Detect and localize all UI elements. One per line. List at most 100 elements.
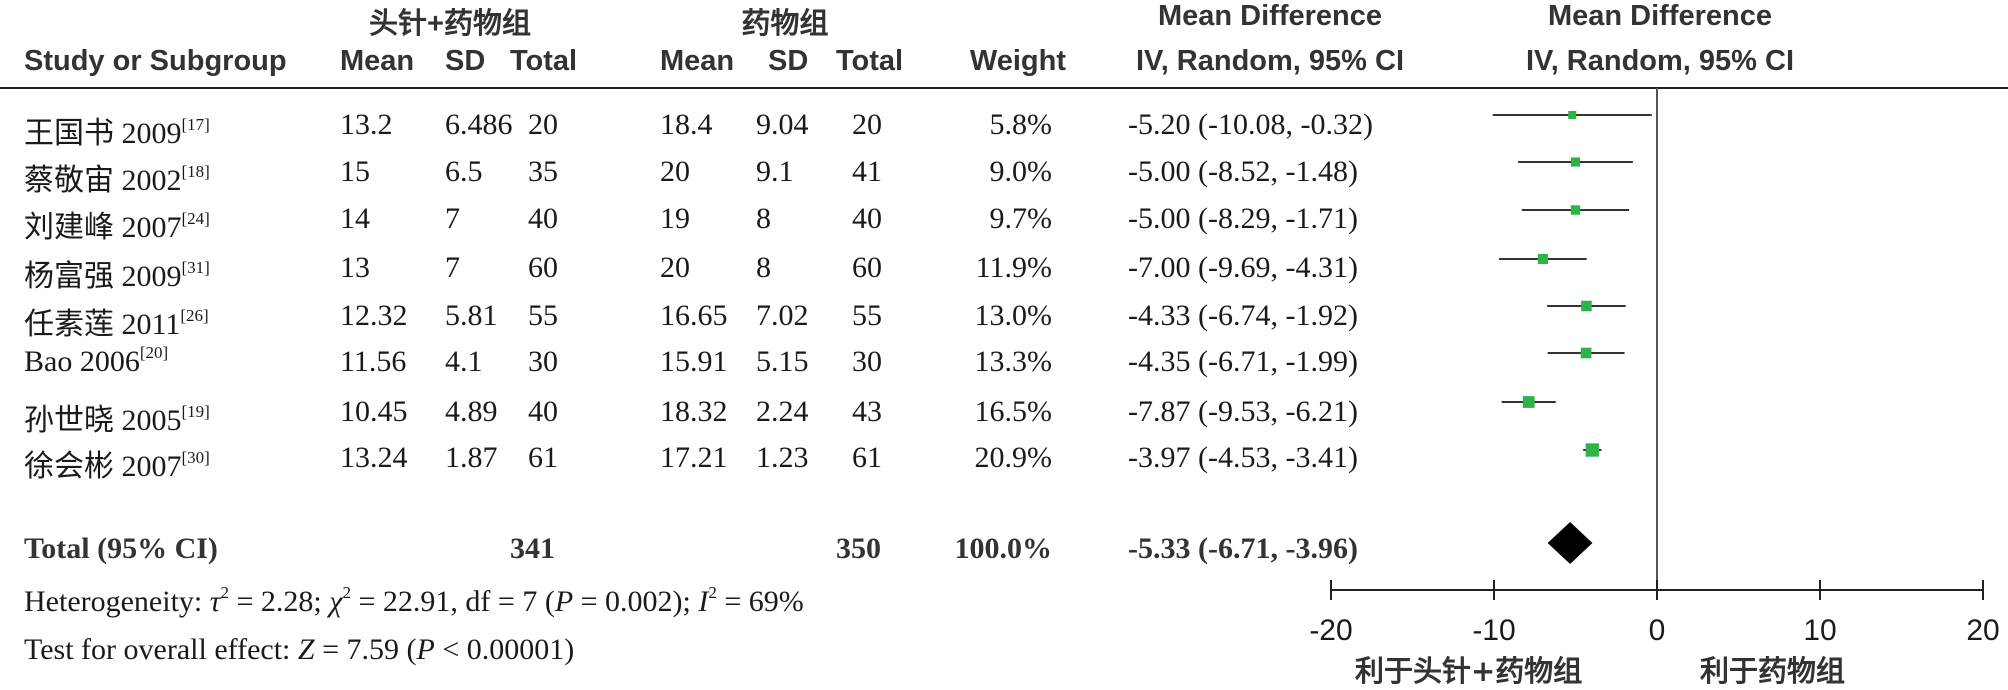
study-marker (1570, 205, 1581, 215)
treatment-sd: 7 (445, 202, 460, 235)
study-marker (1581, 300, 1592, 312)
treatment-total: 60 (528, 251, 558, 284)
study-marker (1580, 347, 1592, 359)
control-total: 40 (852, 202, 882, 235)
study-ci-text: -7.00 (-9.69, -4.31) (1128, 251, 1358, 284)
study-marker (1522, 396, 1535, 408)
study-name: 徐会彬 2007[30] (24, 448, 210, 483)
control-mean: 18.32 (660, 395, 728, 428)
reference-superscript: [26] (180, 306, 209, 325)
study-ci-text: -5.00 (-8.29, -1.71) (1128, 202, 1358, 235)
x-tick-label: -20 (1309, 614, 1352, 647)
control-mean-header: Mean (660, 45, 735, 77)
study-weight: 5.8% (989, 108, 1053, 141)
study-marker (1568, 110, 1577, 120)
reference-superscript: [20] (139, 343, 169, 362)
study-name: 王国书 2009[17] (24, 115, 210, 150)
favors-treatment-label: 利于头针+药物组 (1355, 654, 1583, 688)
study-ci-text: -4.33 (-6.74, -1.92) (1128, 299, 1358, 332)
reference-superscript: [17] (181, 115, 210, 134)
study-weight: 16.5% (974, 395, 1053, 428)
treatment-sd: 6.5 (445, 155, 483, 188)
control-group-header: 药物组 (741, 8, 829, 40)
control-sd: 8 (756, 251, 771, 284)
control-mean: 20 (660, 251, 690, 284)
x-tick-label: 0 (1649, 614, 1666, 647)
study-name: 刘建峰 2007[24] (24, 209, 210, 244)
reference-superscript: [31] (181, 258, 210, 277)
total-ci-text: -5.33 (-6.71, -3.96) (1128, 532, 1358, 565)
treatment-total: 61 (528, 441, 558, 474)
control-sd: 1.23 (756, 441, 809, 474)
treatment-total: 20 (528, 108, 558, 141)
total-control-n: 350 (836, 532, 881, 565)
treatment-sd: 4.1 (445, 345, 483, 378)
control-mean: 20 (660, 155, 690, 188)
x-tick-label: 10 (1803, 614, 1836, 647)
control-sd-header: SD (768, 45, 809, 77)
heterogeneity-stats: Heterogeneity: τ2 = 2.28; χ2 = 22.91, df… (24, 583, 804, 618)
total-weight: 100.0% (954, 532, 1053, 565)
study-marker (1585, 443, 1599, 457)
study-name: 孙世晓 2005[19] (24, 402, 210, 437)
treatment-total: 40 (528, 395, 558, 428)
treatment-mean-header: Mean (340, 45, 415, 77)
control-sd: 8 (756, 202, 771, 235)
treatment-mean: 14 (340, 202, 370, 235)
treatment-total: 35 (528, 155, 558, 188)
treatment-sd: 7 (445, 251, 460, 284)
study-weight: 9.7% (989, 202, 1053, 235)
control-total-header: Total (836, 45, 904, 77)
control-total: 55 (852, 299, 882, 332)
treatment-mean: 11.56 (340, 345, 407, 378)
treatment-total-header: Total (510, 45, 578, 77)
control-total: 61 (852, 441, 882, 474)
control-sd: 5.15 (756, 345, 809, 378)
study-weight: 13.0% (974, 299, 1053, 332)
control-mean: 15.91 (660, 345, 728, 378)
study-ci-text: -3.97 (-4.53, -3.41) (1128, 441, 1358, 474)
study-name: 蔡敬宙 2002[18] (24, 162, 210, 197)
md-method-header: IV, Random, 95% CI (1135, 45, 1405, 77)
control-sd: 9.04 (756, 108, 809, 141)
x-tick-label: -10 (1472, 614, 1515, 647)
study-marker (1537, 253, 1548, 265)
treatment-sd-header: SD (445, 45, 486, 77)
treatment-sd: 5.81 (445, 299, 498, 332)
control-total: 41 (852, 155, 882, 188)
treatment-mean: 15 (340, 155, 370, 188)
study-ci-text: -4.35 (-6.71, -1.99) (1128, 345, 1358, 378)
control-mean: 16.65 (660, 299, 728, 332)
md-column-title: Mean Difference (1157, 0, 1382, 32)
treatment-mean: 12.32 (340, 299, 408, 332)
study-ci-text: -7.87 (-9.53, -6.21) (1128, 395, 1358, 428)
treatment-total: 30 (528, 345, 558, 378)
control-mean: 17.21 (660, 441, 728, 474)
control-sd: 2.24 (756, 395, 809, 428)
study-ci-text: -5.20 (-10.08, -0.32) (1128, 108, 1373, 141)
study-weight: 20.9% (974, 441, 1053, 474)
treatment-mean: 13.24 (340, 441, 408, 474)
study-column-header: Study or Subgroup (24, 45, 287, 77)
study-name: Bao 2006[20] (24, 343, 169, 378)
weight-header: Weight (969, 45, 1066, 77)
study-weight: 13.3% (974, 345, 1053, 378)
total-treatment-n: 341 (510, 532, 555, 565)
treatment-sd: 4.89 (445, 395, 498, 428)
reference-superscript: [24] (181, 209, 210, 228)
control-total: 30 (852, 345, 882, 378)
pooled-diamond (1547, 522, 1593, 564)
treatment-mean: 13 (340, 251, 370, 284)
control-total: 60 (852, 251, 882, 284)
reference-superscript: [30] (181, 448, 210, 467)
treatment-group-header: 头针+药物组 (369, 8, 531, 40)
treatment-sd: 6.486 (445, 108, 513, 141)
control-mean: 18.4 (660, 108, 713, 141)
study-weight: 11.9% (975, 251, 1052, 284)
total-label: Total (95% CI) (24, 532, 218, 565)
control-sd: 7.02 (756, 299, 809, 332)
treatment-sd: 1.87 (445, 441, 498, 474)
study-weight: 9.0% (989, 155, 1053, 188)
treatment-mean: 13.2 (340, 108, 393, 141)
